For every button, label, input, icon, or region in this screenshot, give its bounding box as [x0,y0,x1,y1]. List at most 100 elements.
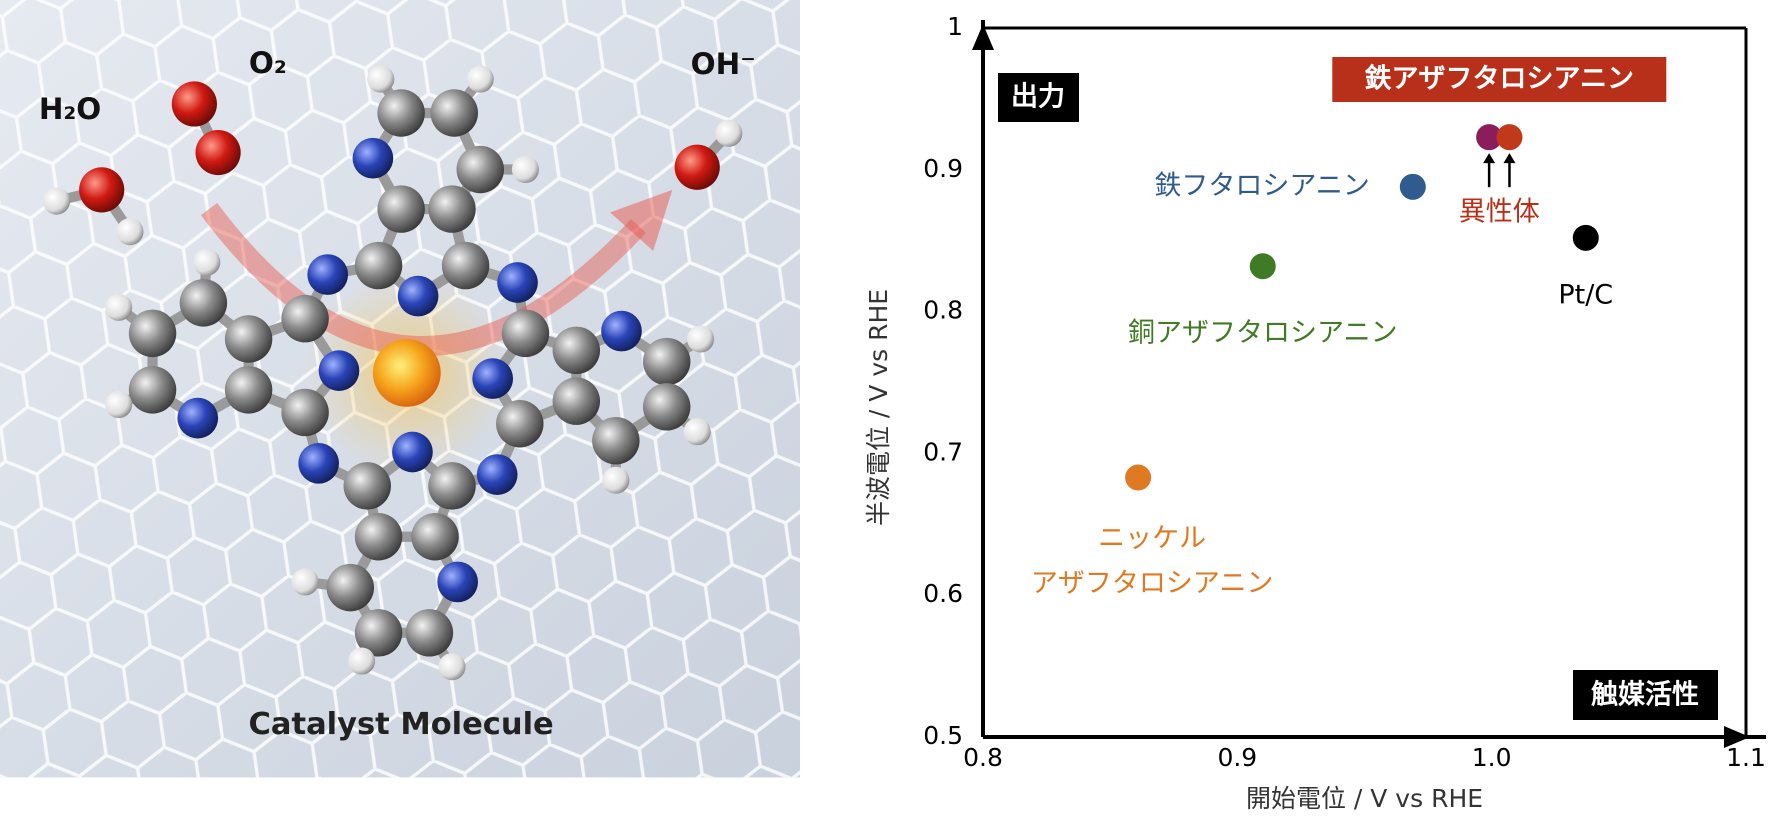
point-label: 銅アザフタロシアニン [1128,318,1397,349]
atom [128,366,177,414]
atom [291,568,319,596]
data-point [1496,124,1523,151]
atom [602,466,630,494]
y-axis-title: 半波電位 / V vs RHE [864,289,893,526]
atom [441,241,490,290]
atom [367,65,395,93]
atom [105,390,133,419]
group-badge [1332,57,1667,102]
atom [195,129,241,176]
atom [377,89,425,137]
point-label: ニッケル [1098,523,1206,554]
atom [683,418,711,446]
atom [326,563,375,612]
atom [177,397,219,439]
point-label: Pt/C [1558,279,1613,310]
atom [343,462,391,510]
atom [511,155,540,184]
atom [42,187,71,215]
atom [501,309,550,358]
atom [354,241,403,290]
chart: 0.8 0.9 1.0 1.1 0.5 0.6 0.7 0.8 0.9 1 開始電位 / V vs … [864,12,1766,813]
atom [116,218,144,246]
y-tick-label: 0.9 [923,154,963,183]
atom [298,442,339,484]
point-label: アザフタロシアニン [1031,568,1273,599]
atom [430,89,478,137]
atom [411,513,459,561]
atom [354,609,403,657]
atom [466,65,494,93]
atom [715,119,743,147]
atom [348,647,376,675]
atom [674,144,720,190]
y-tick-label: 0.6 [923,579,963,608]
atom [224,366,273,414]
data-point [1125,464,1152,491]
data-point [1476,124,1503,151]
x-tick-label: 0.8 [963,743,1003,772]
point-label: 鉄フタロシアニン [1154,170,1369,201]
atom [552,377,601,425]
atom [405,609,454,657]
atom [307,254,349,295]
atom [592,416,640,465]
atom [79,167,125,213]
atom [224,315,273,363]
y-tick-label: 0.7 [923,437,963,466]
atom [438,653,466,681]
atom [281,294,329,343]
data-point [1399,173,1426,200]
atom [352,137,394,179]
hydroxide-label: OH⁻ [691,47,756,81]
atom [105,293,133,321]
caption: Catalyst Molecule [249,707,554,742]
group-title: 鉄アザフタロシアニン [1365,63,1634,95]
x-axis-arrow [1724,726,1750,748]
metal-atom [372,339,441,407]
atom [476,454,518,495]
atom [318,350,360,391]
atom [171,81,217,127]
atom [128,309,177,358]
group-label: 異性体 [1459,197,1540,228]
atom [437,561,478,603]
x-tick-label: 0.9 [1217,743,1257,772]
atoms [42,65,743,681]
y-tick-label: 1 [947,12,963,41]
output-label: 出力 [1011,82,1065,113]
atom [377,185,425,233]
atom [193,248,221,276]
y-tick-label: 0.5 [923,721,963,750]
activity-label: 触媒活性 [1591,679,1699,711]
atom [354,513,403,561]
oxygen-label: O₂ [249,46,287,80]
y-tick-label: 0.8 [923,296,963,325]
pointer-arrowhead [1503,153,1516,164]
atom [179,279,228,327]
atom [392,431,433,473]
x-tick-label: 1.0 [1472,743,1512,772]
atom [397,275,439,317]
illustration: H₂O O₂ OH⁻ Catalyst Molecule [0,0,801,778]
x-axis-title: 開始電位 / V vs RHE [1246,784,1483,813]
x-tick-label: 1.1 [1726,743,1766,772]
activity-badge [1573,670,1718,720]
atom [281,388,329,437]
atom [642,383,691,431]
atom [428,462,476,510]
data-point [1572,224,1599,251]
atom [687,325,715,353]
atom [456,145,504,194]
atom [428,185,476,233]
y-axis-arrow [972,24,994,50]
atom [497,262,538,303]
output-badge [998,73,1079,122]
atom [642,337,691,386]
atom [601,310,642,352]
atom [552,326,601,375]
water-label: H₂O [39,92,101,126]
pointer-arrowhead [1483,153,1496,164]
reaction-arrowhead [610,189,673,251]
